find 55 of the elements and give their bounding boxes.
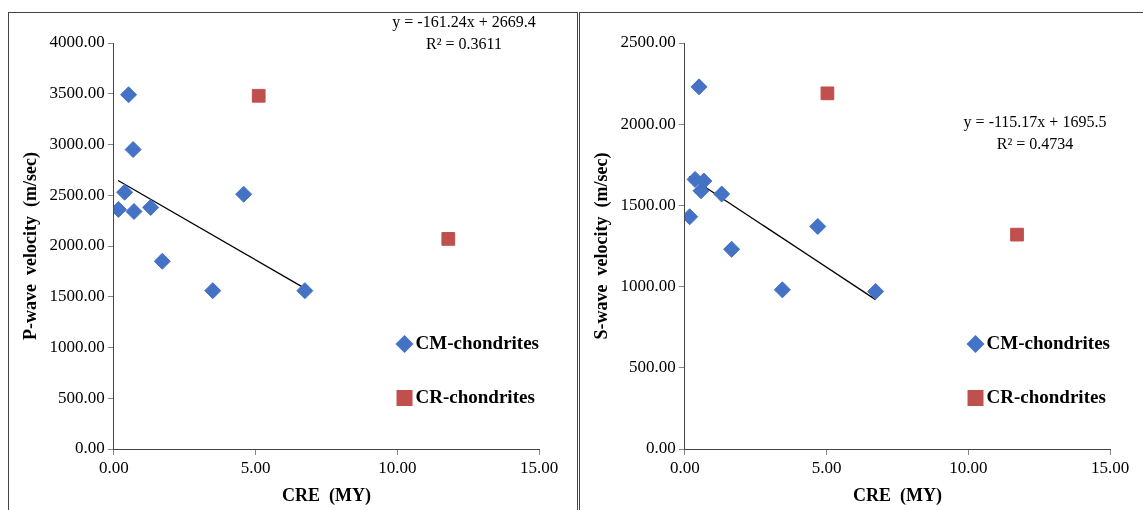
x-tick-label: 15.00 xyxy=(1090,457,1130,477)
point xyxy=(142,198,160,216)
point xyxy=(251,88,266,103)
point xyxy=(713,185,731,203)
point xyxy=(820,86,835,101)
x-tick-label: 0.00 xyxy=(669,457,700,477)
point xyxy=(153,252,171,270)
x-axis-title: CRE (MY) xyxy=(852,484,942,506)
point xyxy=(296,282,314,300)
point xyxy=(235,185,253,203)
point xyxy=(441,232,456,246)
y-axis-title: S-wave velocity (m/sec) xyxy=(591,152,613,340)
point xyxy=(204,282,222,300)
y-tick-label: 1000.00 xyxy=(49,336,105,356)
y-tick-label: 2000.00 xyxy=(620,113,676,133)
point xyxy=(1010,227,1024,242)
point xyxy=(124,141,142,159)
y-tick-label: 4000.00 xyxy=(49,32,105,52)
x-tick-label: 5.00 xyxy=(811,457,842,477)
text: y = -161.24x + 2669.4 xyxy=(392,13,536,32)
x-tick-label: 15.00 xyxy=(519,457,559,477)
y-tick-label: 2500.00 xyxy=(620,32,676,52)
y-tick-label: 0.00 xyxy=(646,438,676,458)
y-tick-label: 3500.00 xyxy=(49,83,105,103)
annotation: y = -115.17x + 1695.5 xyxy=(963,113,1107,132)
y-axis-title: P-wave velocity (m/sec) xyxy=(20,152,42,340)
x-tick-label: 0.00 xyxy=(98,457,129,477)
y-tick-label: 1500.00 xyxy=(620,194,676,214)
legend-label: CM-chondrites xyxy=(986,331,1110,353)
y-tick-label: 2000.00 xyxy=(49,235,105,255)
y-tick-label: 0.00 xyxy=(75,438,105,458)
x-tick-label: 10.00 xyxy=(378,457,417,477)
y-tick-label: 500.00 xyxy=(58,387,105,407)
y-tick-label: 1500.00 xyxy=(49,286,105,306)
legend-label: CR-chondrites xyxy=(986,385,1106,407)
point xyxy=(723,240,741,258)
point xyxy=(692,182,710,200)
x-tick-label: 5.00 xyxy=(240,457,271,477)
point xyxy=(116,183,134,201)
x-tick-label: 10.00 xyxy=(949,457,988,477)
y-tick-label: 1000.00 xyxy=(620,276,676,296)
annotation: R² = 0.4734 xyxy=(996,135,1074,153)
point xyxy=(125,202,143,220)
legend-label: CR-chondrites xyxy=(415,385,535,407)
point xyxy=(120,86,138,104)
legend-label: CM-chondrites xyxy=(415,331,539,353)
y-tick-label: 2500.00 xyxy=(49,184,105,204)
x-axis-title: CRE (MY) xyxy=(281,484,371,506)
point xyxy=(809,218,827,236)
annotation: R² = 0.3611 xyxy=(426,35,502,53)
y-tick-label: 500.00 xyxy=(629,357,676,377)
point xyxy=(867,282,885,300)
y-tick-label: 3000.00 xyxy=(49,133,105,153)
point xyxy=(773,281,791,299)
point xyxy=(690,78,708,96)
